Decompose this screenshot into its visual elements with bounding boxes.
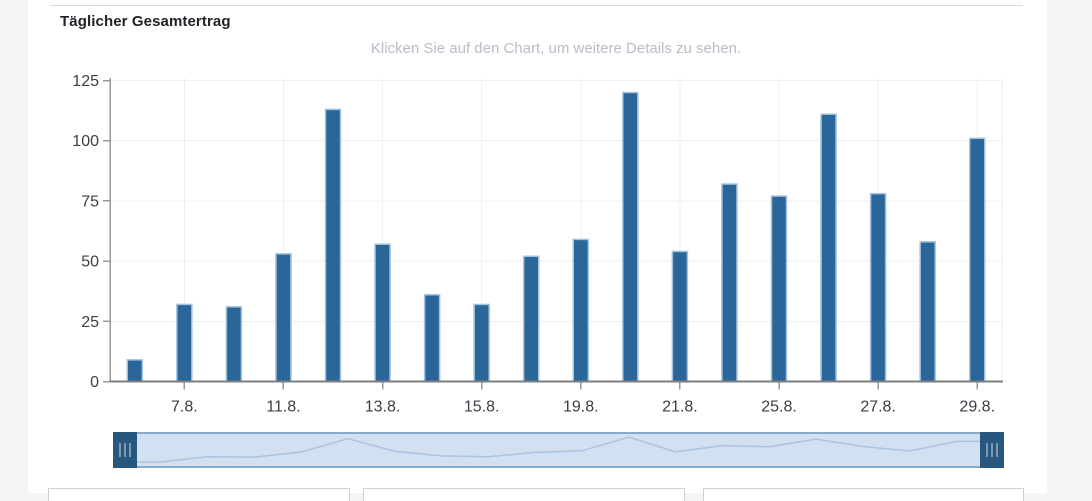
bar-day-4[interactable] (275, 253, 292, 383)
bar-day-18[interactable] (968, 137, 986, 383)
bar-day-1[interactable] (126, 359, 144, 383)
handle-grip-icon (129, 443, 131, 457)
bar-day-2[interactable] (176, 303, 193, 383)
handle-grip-icon (119, 443, 121, 457)
bar-day-7[interactable] (423, 294, 441, 383)
x-tick-label: 27.8. (860, 399, 896, 416)
y-tick-label: 100 (72, 133, 99, 150)
bar-day-9[interactable] (522, 255, 540, 383)
bar-day-8[interactable] (473, 303, 490, 383)
handle-grip-icon (991, 443, 993, 457)
bar-day-10[interactable] (572, 238, 590, 383)
bar-day-17[interactable] (919, 241, 936, 383)
chart-click-hint: Klicken Sie auf den Chart, um weitere De… (370, 40, 742, 57)
y-tick-label: 50 (81, 254, 99, 271)
y-tick-label: 125 (72, 73, 99, 90)
x-tick-label: 21.8. (662, 399, 698, 416)
x-tick-label: 29.8. (959, 399, 995, 416)
x-tick-label: 13.8. (365, 399, 401, 416)
x-tick-label: 15.8. (464, 399, 500, 416)
navigator-data-outline (136, 436, 980, 463)
bar-day-5[interactable] (324, 108, 342, 383)
x-tick-label: 11.8. (266, 399, 300, 416)
navigator-track[interactable] (113, 432, 1004, 468)
handle-grip-icon (996, 443, 998, 457)
y-tick-label: 0 (90, 374, 99, 391)
y-tick-label: 25 (81, 314, 99, 331)
bar-day-11[interactable] (622, 91, 639, 383)
bar-day-3[interactable] (225, 306, 243, 383)
bar-day-6[interactable] (374, 243, 391, 383)
y-tick-label: 75 (81, 193, 99, 210)
bar-day-14[interactable] (770, 195, 788, 383)
bar-day-13[interactable] (721, 183, 738, 383)
x-tick-label: 7.8. (171, 399, 198, 416)
x-tick-label: 25.8. (761, 399, 797, 416)
chart-title: Täglicher Gesamtertrag (60, 13, 231, 30)
bar-day-12[interactable] (671, 250, 689, 383)
handle-grip-icon (986, 443, 988, 457)
handle-grip-icon (124, 443, 126, 457)
x-tick-label: 19.8. (563, 399, 599, 416)
bar-day-16[interactable] (869, 192, 887, 383)
bar-day-15[interactable] (820, 113, 837, 383)
section-divider (50, 5, 1023, 6)
